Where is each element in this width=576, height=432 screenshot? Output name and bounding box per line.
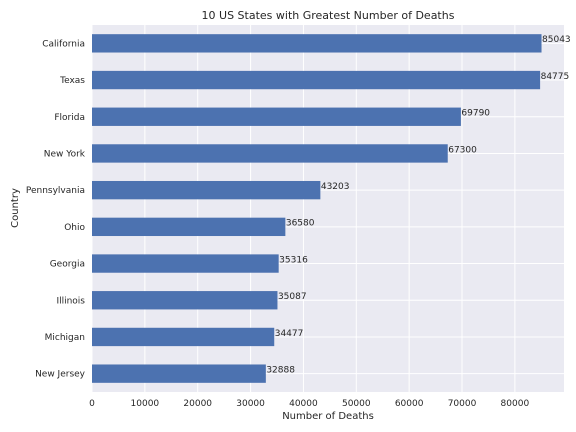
data-label: 84775 bbox=[541, 72, 570, 82]
x-tick-label: 10000 bbox=[131, 399, 160, 409]
y-tick-label: Georgia bbox=[50, 260, 85, 270]
x-tick-label: 60000 bbox=[395, 399, 424, 409]
bar bbox=[92, 34, 542, 53]
bar bbox=[92, 291, 278, 310]
bar bbox=[92, 180, 321, 200]
data-label: 34477 bbox=[275, 329, 304, 339]
x-tick-labels: 0 10000 20000 30000 40000 50000 60000 70000 8000… bbox=[89, 399, 529, 409]
x-tick-label: 40000 bbox=[289, 399, 318, 409]
x-tick-label: 80000 bbox=[501, 399, 530, 409]
data-label: 69790 bbox=[461, 109, 490, 119]
y-tick-label: Illinois bbox=[56, 296, 85, 306]
data-label: 67300 bbox=[448, 145, 477, 155]
data-label: 35316 bbox=[279, 255, 308, 265]
chart-title: 10 US States with Greatest Number of Dea… bbox=[202, 9, 455, 22]
bar bbox=[92, 107, 461, 126]
data-label: 32888 bbox=[266, 365, 295, 375]
y-tick-label: Texas bbox=[59, 76, 85, 86]
bar bbox=[92, 70, 541, 90]
bar bbox=[92, 217, 286, 237]
x-tick-label: 70000 bbox=[448, 399, 477, 409]
data-label: 36580 bbox=[286, 219, 315, 229]
x-tick-label: 0 bbox=[89, 399, 95, 409]
y-tick-labels: California Texas Florida New York Pennsylvan… bbox=[26, 39, 86, 379]
y-axis-title: Country bbox=[10, 188, 21, 228]
data-label: 85043 bbox=[542, 35, 571, 45]
x-tick-label: 30000 bbox=[236, 399, 265, 409]
y-tick-label: New Jersey bbox=[35, 370, 86, 380]
data-label: 43203 bbox=[321, 182, 350, 192]
data-labels: 85043 84775 69790 67300 43203 36580 35316 35087… bbox=[266, 35, 570, 375]
y-tick-label: Michigan bbox=[45, 333, 85, 343]
y-tick-label: Pennsylvania bbox=[26, 186, 85, 196]
data-label: 35087 bbox=[278, 292, 307, 302]
x-tick-label: 50000 bbox=[342, 399, 371, 409]
x-tick-label: 20000 bbox=[183, 399, 212, 409]
bar bbox=[92, 254, 279, 273]
bar bbox=[92, 364, 266, 383]
y-tick-label: Ohio bbox=[64, 223, 85, 233]
y-tick-label: Florida bbox=[54, 113, 85, 123]
bars bbox=[92, 34, 542, 383]
y-tick-label: New York bbox=[44, 149, 86, 159]
x-axis-title: Number of Deaths bbox=[282, 411, 374, 422]
y-tick-label: California bbox=[42, 39, 85, 49]
bar bbox=[92, 144, 448, 163]
bar bbox=[92, 327, 275, 347]
